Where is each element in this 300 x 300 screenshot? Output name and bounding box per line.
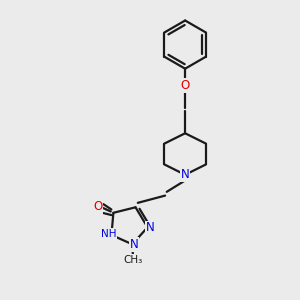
Text: CH₃: CH₃ <box>123 255 142 265</box>
Text: N: N <box>130 238 138 251</box>
Text: O: O <box>93 200 102 213</box>
Text: O: O <box>181 79 190 92</box>
Text: N: N <box>181 168 190 181</box>
Text: NH: NH <box>101 229 116 238</box>
Text: N: N <box>146 221 154 235</box>
